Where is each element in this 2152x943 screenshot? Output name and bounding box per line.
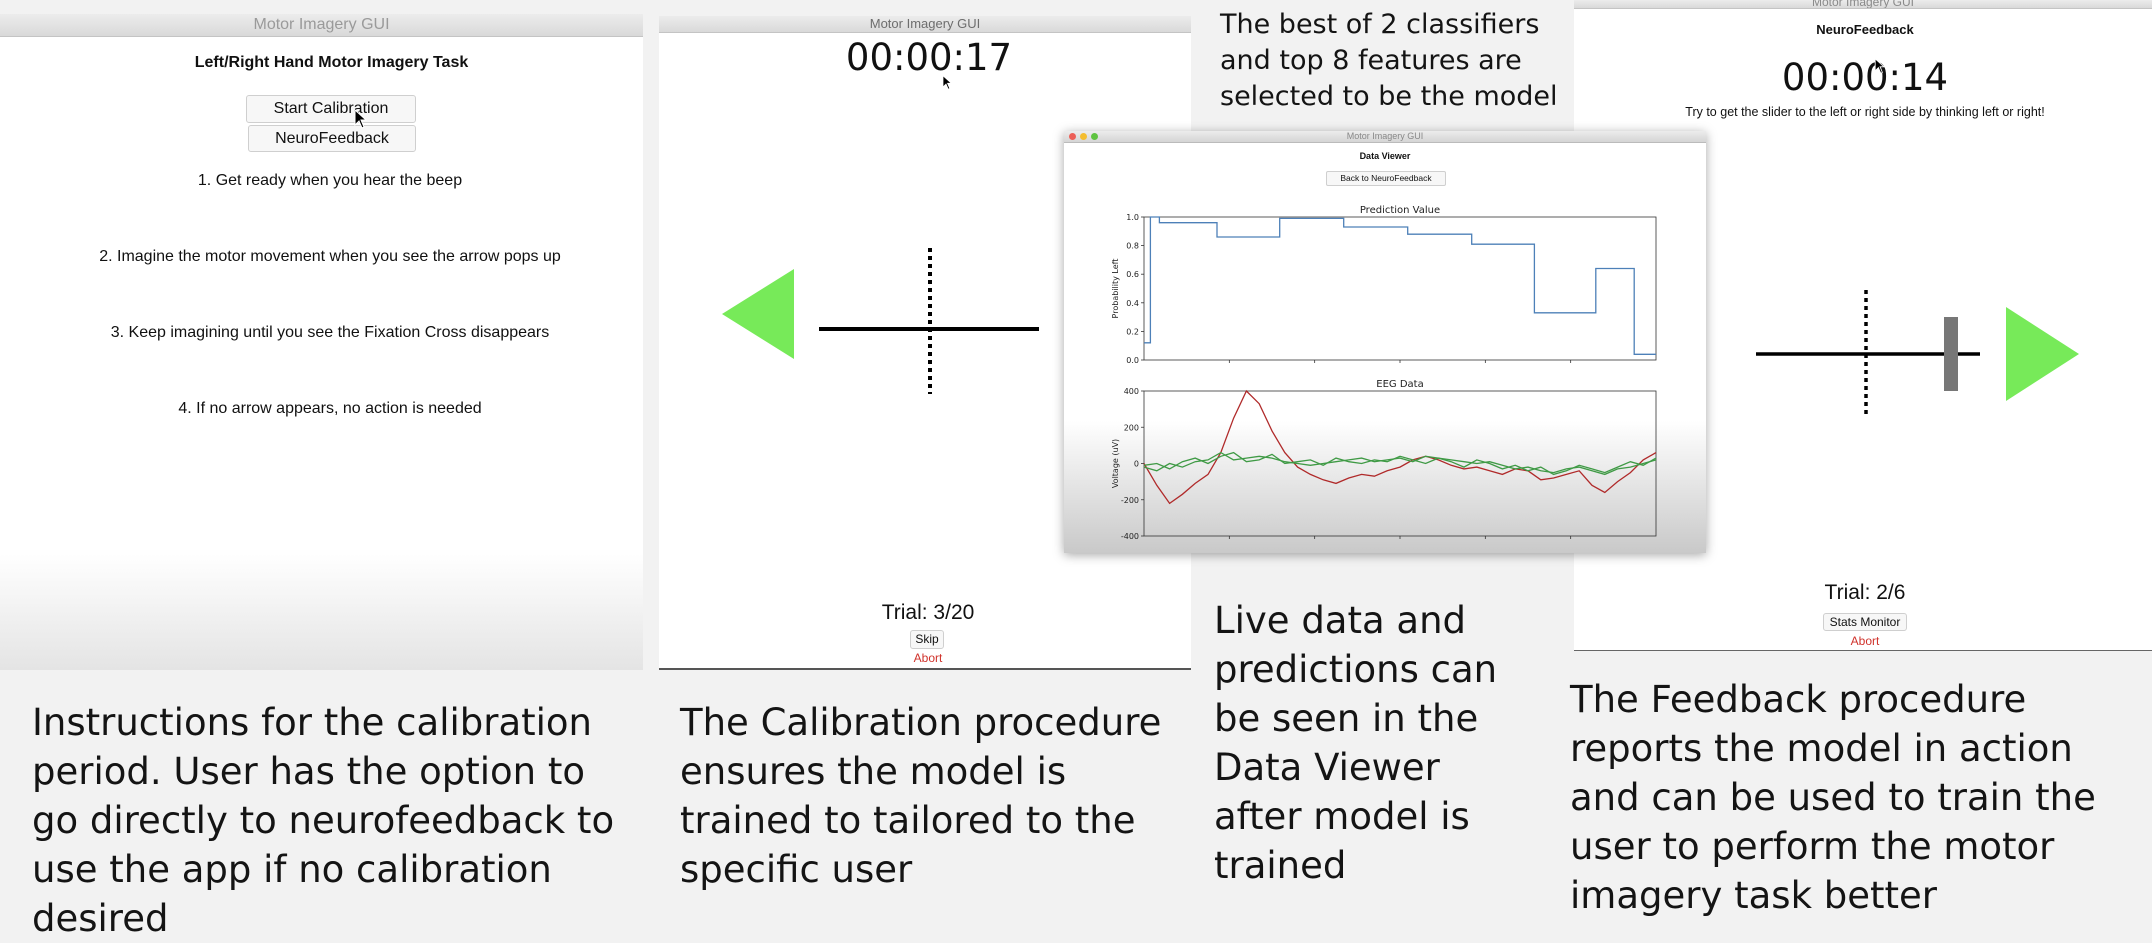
instruction-4: 4. If no arrow appears, no action is nee… [178,400,482,417]
back-to-neurofeedback-button[interactable]: Back to NeuroFeedback [1326,171,1446,186]
y-tick-label: 0.8 [1126,242,1139,251]
trial-counter: Trial: 2/6 [1824,581,1906,604]
window-title-bar: Motor Imagery GUI [1064,131,1706,143]
minimize-window-icon[interactable] [1080,133,1087,140]
plot-frame [1143,390,1657,537]
chart-title: EEG Data [1376,379,1423,390]
neurofeedback-button[interactable]: NeuroFeedback [248,125,416,152]
session-timer: 00:00:17 [845,36,1013,79]
fixation-cross-icon [1756,290,1980,418]
plot-frame [1143,216,1657,361]
left-arrow-cue-icon [722,269,794,359]
skip-button[interactable]: Skip [910,630,944,649]
maximize-window-icon[interactable] [1091,133,1098,140]
y-tick-label: 0.4 [1126,299,1139,308]
mouse-cursor-icon [354,109,368,129]
window-title-bar: Motor Imagery GUI [0,14,643,37]
series-line [1143,451,1657,476]
right-arrow-cue-icon [2006,307,2079,401]
caption-instructions: Instructions for the calibration period.… [32,701,615,940]
y-tick-label: 400 [1124,387,1139,396]
fixation-cross-icon [819,248,1039,394]
neurofeedback-heading: NeuroFeedback [1816,22,1914,37]
calibration-instructions-window: Motor Imagery GUI Left/Right Hand Motor … [0,14,643,670]
window-title: Motor Imagery GUI [1346,131,1424,141]
instruction-1: 1. Get ready when you hear the beep [197,172,463,189]
task-heading: Left/Right Hand Motor Imagery Task [194,54,469,71]
y-tick-label: 200 [1124,423,1139,432]
caption-calibration: The Calibration procedure ensures the mo… [680,701,1162,891]
series-line [1144,216,1656,355]
abort-button[interactable]: Abort [1850,634,1880,648]
instruction-2: 2. Imagine the motor movement when you s… [99,248,561,265]
caption-feedback: The Feedback procedure reports the model… [1570,678,2096,917]
mouse-cursor-icon [942,75,953,90]
stats-monitor-button[interactable]: Stats Monitor [1823,613,1907,631]
trial-counter: Trial: 3/20 [881,601,975,624]
y-tick-label: 1.0 [1126,213,1139,222]
abort-button[interactable]: Abort [913,651,943,665]
data-viewer-heading: Data Viewer [1359,151,1411,161]
y-tick-label: 0.2 [1126,327,1139,336]
feedback-slider-handle [1943,317,1958,391]
data-viewer-window: Motor Imagery GUI Data Viewer Back to Ne… [1064,131,1706,553]
y-tick-label: -400 [1121,532,1139,541]
instruction-3: 3. Keep imagining until you see the Fixa… [110,324,550,341]
window-title-bar: Motor Imagery GUI [1574,0,2152,9]
close-window-icon[interactable] [1069,133,1076,140]
data-viewer-plots: Prediction Value Probability Left 0.0 0.2 0.… [1111,205,1657,541]
mouse-cursor-icon [1874,58,1886,74]
y-axis-label: Probability Left [1111,259,1120,319]
y-axis-label: Voltage (uV) [1111,439,1120,488]
window-title-bar: Motor Imagery GUI [659,16,1191,33]
y-tick-label: 0.6 [1126,270,1139,279]
feedback-timer: 00:00:14 [1781,56,1949,99]
chart-title: Prediction Value [1360,205,1440,216]
model-selection-note: The best of 2 classifiers and top 8 feat… [1220,9,1558,112]
start-calibration-button[interactable]: Start Calibration [246,95,416,123]
y-tick-label: -200 [1121,496,1139,505]
y-tick-label: 0.0 [1126,356,1139,365]
series-line [1143,389,1657,505]
y-tick-label: 0 [1134,460,1139,469]
caption-data-viewer: Live data and predictions can be seen in… [1214,599,1498,887]
feedback-hint: Try to get the slider to the left or rig… [1685,105,2045,119]
